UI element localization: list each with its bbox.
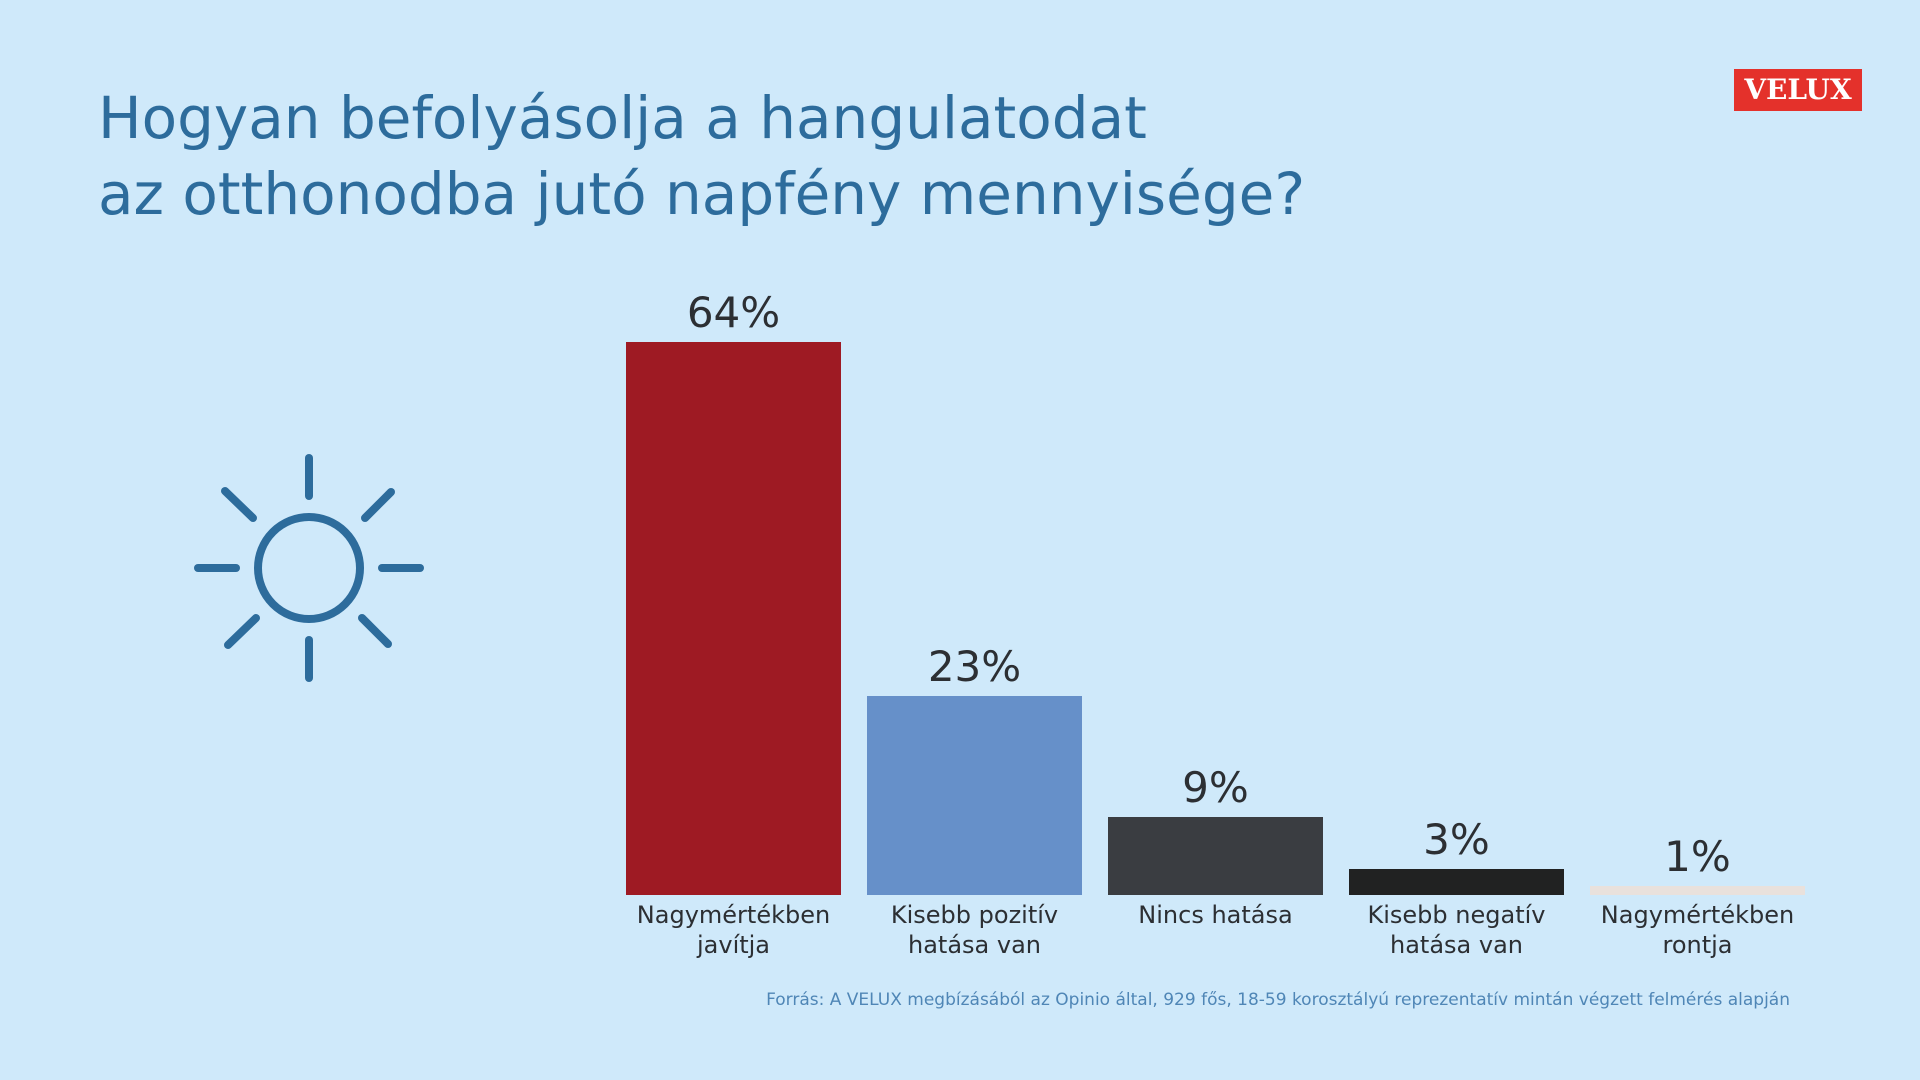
category-label: Nincs hatása (1138, 901, 1293, 929)
category-label: Nagymértékben rontja (1600, 901, 1795, 959)
sun-icon (194, 454, 424, 682)
value-label: 9% (1182, 763, 1249, 813)
category-label: Kisebb negatív hatása van (1367, 901, 1546, 959)
bar (867, 696, 1082, 895)
value-label: 3% (1423, 815, 1490, 865)
category-label: Kisebb pozitív hatása van (890, 901, 1059, 959)
value-label: 23% (927, 642, 1022, 692)
title-line: az otthonodba jutó napfény mennyisége? (98, 160, 1306, 228)
bar (626, 342, 841, 895)
bar (1590, 886, 1805, 895)
source-note: Forrás: A VELUX megbízásából az Opinio á… (766, 990, 1790, 1010)
bar (1349, 869, 1564, 895)
value-label: 64% (686, 288, 781, 338)
bar (1108, 817, 1323, 895)
category-label: Nagymértékben javítja (636, 901, 831, 959)
value-label: 1% (1664, 832, 1731, 882)
logo: VELUX (1734, 69, 1862, 111)
title-line: Hogyan befolyásolja a hangulatodat (98, 84, 1147, 152)
